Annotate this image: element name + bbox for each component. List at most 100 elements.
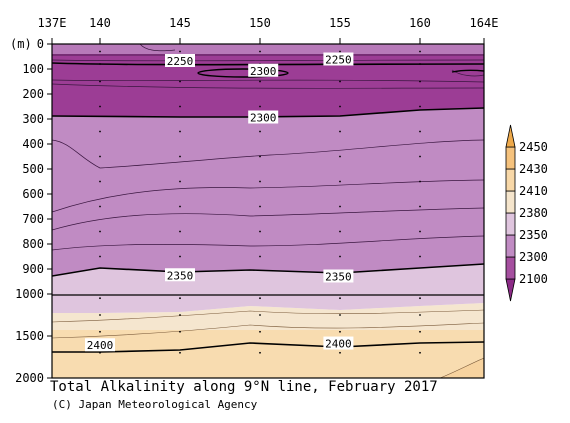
contour-label-bg: [323, 269, 354, 283]
y-tick-label: 1500: [15, 329, 44, 343]
band-2410-2430: [52, 330, 484, 378]
contour-label-bg: [165, 54, 195, 67]
station-dot: [339, 155, 341, 158]
y-tick-label: 500: [22, 162, 44, 176]
x-tick-label: 150: [249, 16, 271, 30]
station-dot: [259, 330, 261, 333]
band-surface-2300-2350: [52, 44, 484, 54]
y-tick-label: 100: [22, 62, 44, 76]
station-dot: [259, 105, 261, 108]
station-dot: [259, 255, 261, 258]
station-dot: [419, 130, 421, 133]
station-dot: [419, 351, 421, 354]
station-dot: [99, 105, 101, 108]
chart-credit: (C) Japan Meteorological Agency: [52, 398, 258, 411]
colorbar-label: 2350: [519, 228, 548, 242]
station-dot: [179, 330, 181, 333]
contour-label-bg: [248, 63, 279, 77]
station-dot: [179, 351, 181, 354]
contour-label: 2250: [167, 55, 194, 68]
y-tick-label: 1000: [15, 287, 44, 301]
x-axis: 137E 140 145 150 155 160 164E: [38, 16, 499, 44]
station-dot: [99, 351, 101, 354]
station-dot: [179, 205, 181, 208]
station-dot: [179, 255, 181, 258]
station-dot: [419, 255, 421, 258]
station-dot: [99, 63, 101, 65]
colorbar-segment: [505, 256, 516, 280]
station-dot: [339, 130, 341, 133]
contour-label: 2300: [250, 112, 277, 125]
y-tick-label: 400: [22, 137, 44, 151]
y-tick-label: 200: [22, 87, 44, 101]
y-tick-label: 900: [22, 262, 44, 276]
station-dot: [259, 351, 261, 354]
colorbar-segment: [505, 146, 516, 170]
station-dot: [99, 314, 101, 316]
contour-label-bg: [248, 110, 279, 124]
colorbar-segment: [505, 168, 516, 192]
station-dot: [259, 314, 261, 316]
colorbar-segment: [505, 190, 516, 214]
contour-label-bg: [323, 336, 354, 350]
colorbar: 2100 2300 2350 2380 2410 2430 2450: [505, 124, 548, 302]
colorbar-label: 2380: [519, 206, 548, 220]
station-dot: [99, 50, 101, 53]
colorbar-label: 2300: [519, 250, 548, 264]
station-dot: [259, 297, 261, 300]
station-dot: [339, 50, 341, 53]
colorbar-label: 2450: [519, 140, 548, 154]
contour-label: 2400: [87, 339, 114, 352]
contour-label: 2300: [250, 65, 277, 78]
station-dot: [259, 155, 261, 158]
x-tick-label: 155: [329, 16, 351, 30]
station-dot: [419, 297, 421, 300]
y-tick-label: 300: [22, 112, 44, 126]
station-dot: [99, 297, 101, 300]
station-dot: [339, 105, 341, 108]
y-axis-unit: (m): [10, 37, 32, 51]
station-dot: [419, 80, 421, 83]
y-tick-label: 2000: [15, 371, 44, 385]
colorbar-segment: [505, 234, 516, 258]
y-tick-label: 700: [22, 212, 44, 226]
station-dot: [99, 130, 101, 133]
station-dot: [99, 80, 101, 83]
station-dot: [419, 50, 421, 53]
station-dot: [419, 180, 421, 183]
colorbar-top-arrow: [505, 124, 516, 148]
station-dot: [339, 255, 341, 258]
colorbar-label: 2410: [519, 184, 548, 198]
y-tick-label: 600: [22, 187, 44, 201]
contour-label-bg: [165, 268, 195, 282]
station-dot: [99, 155, 101, 158]
plot-area: [52, 44, 484, 378]
station-dot: [179, 314, 181, 316]
contour-label: 2350: [325, 271, 352, 284]
station-dot: [339, 80, 341, 83]
station-dots: [99, 50, 421, 354]
station-dot: [339, 230, 341, 233]
colorbar-segment: [505, 212, 516, 236]
station-dot: [419, 155, 421, 158]
x-tick-label: 164E: [470, 16, 499, 30]
contour-labels: 2250 2250 2300 2300 2350 2350 2400 2400: [85, 52, 354, 352]
station-dot: [259, 130, 261, 133]
colorbar-label: 2430: [519, 162, 548, 176]
station-dot: [419, 63, 421, 65]
station-dot: [99, 230, 101, 233]
station-dot: [339, 297, 341, 300]
contour-label: 2250: [325, 54, 352, 67]
station-dot: [179, 80, 181, 83]
y-axis: 0 100 200 300 400 500 600 700 800 900 1000 1500 2000: [15, 37, 52, 385]
contour-label-bg: [85, 338, 115, 352]
station-dot: [179, 50, 181, 53]
y-tick-label: 800: [22, 237, 44, 251]
contour-label-bg: [323, 52, 354, 66]
band-2380-2410: [52, 303, 484, 330]
plot-frame: [51, 43, 485, 379]
station-dot: [339, 351, 341, 354]
station-dot: [339, 205, 341, 208]
band-2300-2350: [52, 108, 484, 276]
